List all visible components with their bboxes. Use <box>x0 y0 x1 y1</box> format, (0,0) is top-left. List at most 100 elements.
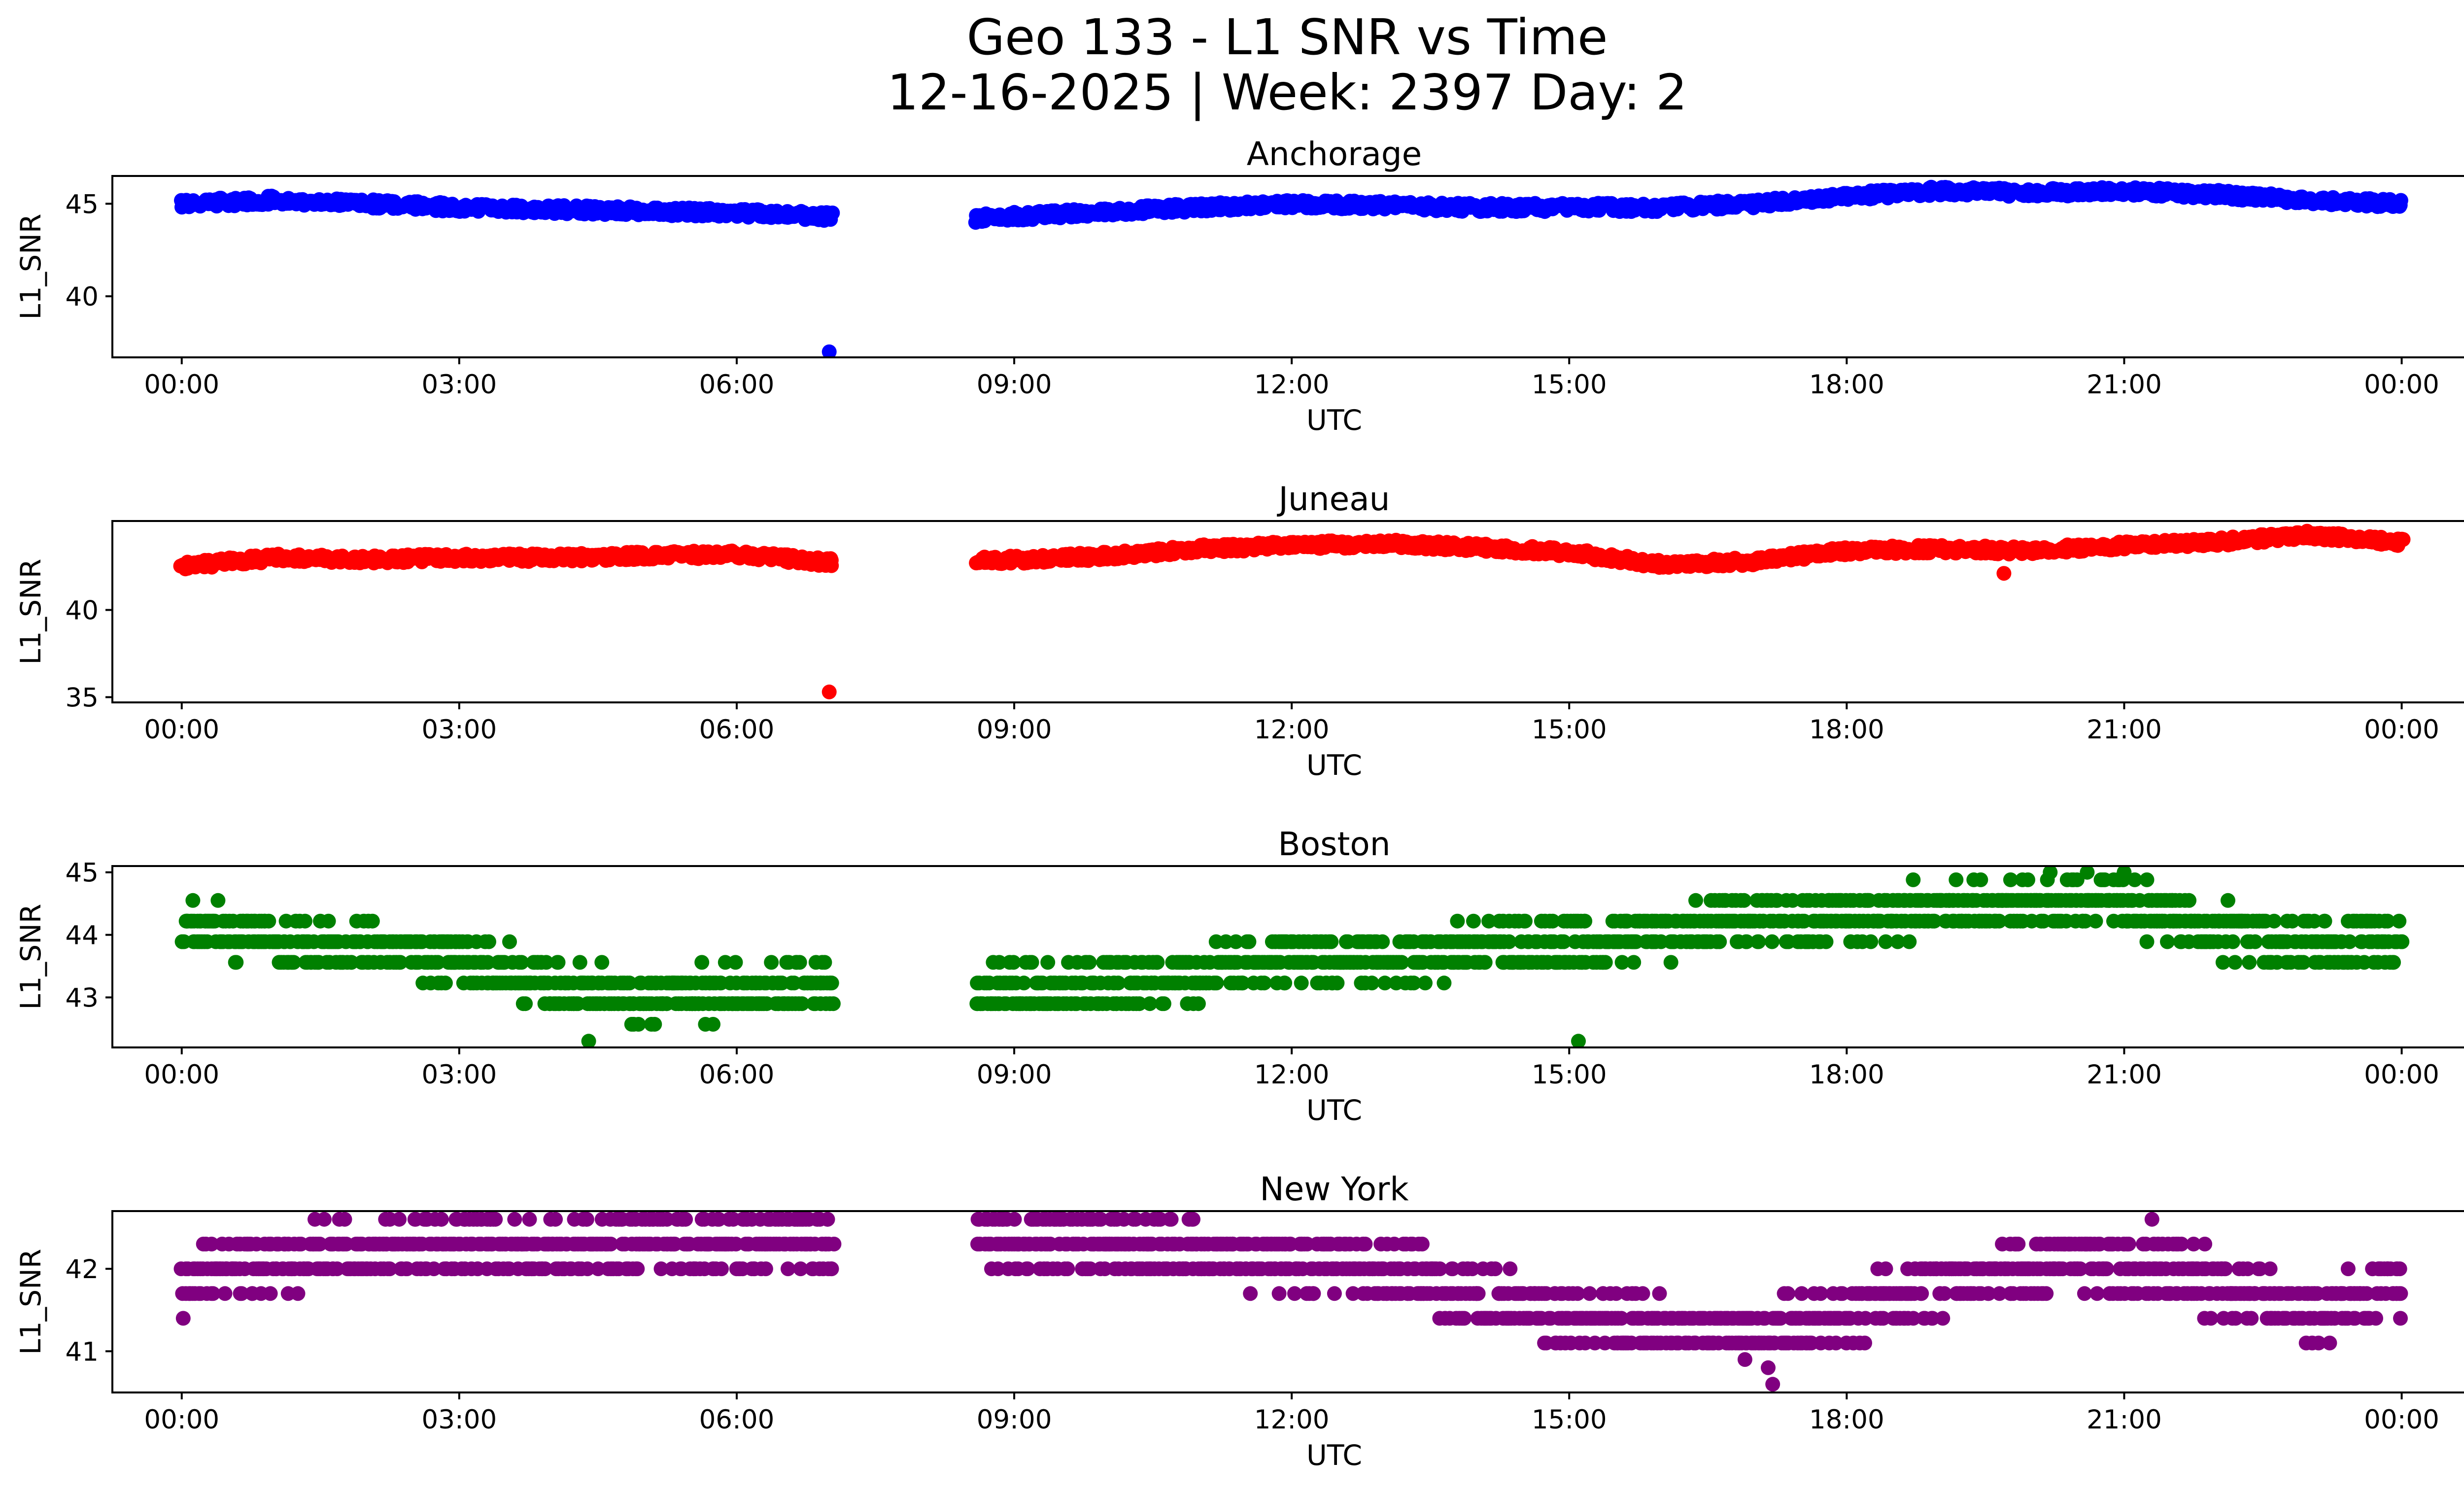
data-point <box>1663 955 1678 970</box>
data-point <box>2396 532 2411 547</box>
data-point <box>1902 934 1917 949</box>
data-point <box>1973 872 1988 887</box>
panel-title-boston: Boston <box>1278 825 1390 863</box>
x-axis-label: UTC <box>1306 404 1362 437</box>
data-point <box>2221 893 2235 908</box>
data-point <box>1228 934 1243 949</box>
data-point <box>1111 975 1126 991</box>
outlier-point <box>1571 1034 1586 1047</box>
data-point <box>1377 975 1393 991</box>
x-axis-label: UTC <box>1306 1094 1362 1127</box>
data-point <box>2393 198 2408 213</box>
data-point <box>817 955 832 970</box>
outlier-point <box>2043 866 2058 880</box>
data-point <box>2020 872 2035 887</box>
data-point <box>1191 996 1206 1011</box>
data-point <box>792 955 807 970</box>
data-point <box>572 955 587 970</box>
x-tick-label: 18:00 <box>1809 370 1884 400</box>
x-tick-label: 06:00 <box>699 715 775 745</box>
data-point <box>2307 913 2322 929</box>
data-point <box>1481 913 1497 929</box>
y-axis-label: L1_SNR <box>15 559 47 665</box>
data-point <box>2317 913 2332 929</box>
x-tick-label: 09:00 <box>977 370 1052 400</box>
data-point <box>1863 934 1879 949</box>
data-point <box>298 913 312 929</box>
panel-title-juneau: Juneau <box>1276 480 1390 518</box>
data-point <box>204 1236 219 1252</box>
data-point <box>1330 975 1345 991</box>
data-point <box>2075 913 2090 929</box>
data-point <box>321 913 336 929</box>
x-tick-label: 12:00 <box>1254 715 1330 745</box>
data-point <box>1890 934 1905 949</box>
data-point <box>823 554 839 569</box>
data-point <box>2227 955 2243 970</box>
x-tick-label: 09:00 <box>977 1060 1052 1090</box>
data-point <box>1082 955 1097 970</box>
scatter-series-new-york <box>173 1212 2408 1392</box>
y-tick-label: 45 <box>66 858 99 888</box>
data-point <box>343 955 359 970</box>
y-tick-label: 45 <box>66 189 99 219</box>
outlier-point <box>2080 866 2095 880</box>
data-point <box>1477 955 1493 970</box>
data-point <box>1556 934 1572 949</box>
scatter-series-boston <box>174 866 2410 1047</box>
x-tick-label: 00:00 <box>2364 370 2439 400</box>
scatter-series-anchorage <box>174 179 2408 357</box>
axes-frame-juneau <box>111 520 2464 703</box>
data-point <box>210 893 226 908</box>
data-point <box>1375 934 1390 949</box>
data-point <box>217 1286 233 1301</box>
data-point <box>502 934 517 949</box>
data-point <box>2392 913 2407 929</box>
data-point <box>631 1017 646 1032</box>
x-tick-label: 21:00 <box>2087 715 2162 745</box>
data-point <box>1040 955 1056 970</box>
x-tick-label: 03:00 <box>421 370 497 400</box>
data-point <box>1751 934 1766 949</box>
data-point <box>1241 934 1257 949</box>
data-point <box>1991 913 2007 929</box>
data-point <box>1156 996 1171 1011</box>
x-tick-label: 03:00 <box>421 1060 497 1090</box>
data-point <box>1016 975 1031 991</box>
y-tick-label: 43 <box>66 983 99 1013</box>
data-point <box>2003 872 2018 887</box>
data-point <box>594 955 610 970</box>
x-tick-label: 00:00 <box>2364 715 2439 745</box>
data-point <box>2285 913 2300 929</box>
data-point <box>825 206 840 220</box>
data-point <box>2095 872 2111 887</box>
data-point <box>2215 955 2230 970</box>
outlier-point <box>2117 866 2132 880</box>
data-point <box>569 996 584 1011</box>
data-point <box>185 893 201 908</box>
y-tick-label: 40 <box>66 595 99 626</box>
x-tick-label: 09:00 <box>977 715 1052 745</box>
x-tick-label: 00:00 <box>144 715 219 745</box>
x-tick-label: 18:00 <box>1809 715 1884 745</box>
x-tick-label: 03:00 <box>421 715 497 745</box>
data-point <box>1450 913 1465 929</box>
data-point <box>550 955 565 970</box>
figure-title-line1: Geo 133 - L1 SNR vs Time <box>967 8 1608 66</box>
data-point <box>175 1311 191 1326</box>
x-axis-label: UTC <box>1306 749 1362 782</box>
data-point <box>263 1286 278 1301</box>
x-tick-label: 06:00 <box>699 370 775 400</box>
data-point <box>1545 913 1560 929</box>
y-tick-label: 44 <box>66 921 99 951</box>
data-point <box>205 1286 221 1301</box>
x-tick-label: 00:00 <box>144 370 219 400</box>
data-point <box>1150 955 1165 970</box>
data-point <box>2182 893 2197 908</box>
data-point <box>1598 955 1613 970</box>
data-point <box>2266 913 2282 929</box>
data-point <box>2069 872 2085 887</box>
